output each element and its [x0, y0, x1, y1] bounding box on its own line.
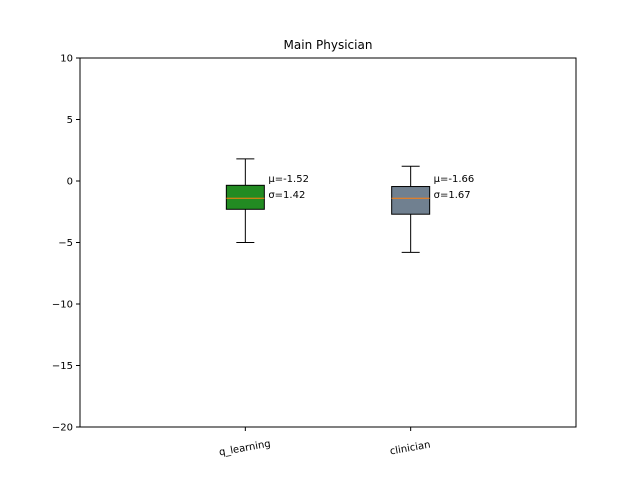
box-series: μ=-1.52 σ=1.42 μ=-1.66 σ=1.67 [225, 158, 475, 253]
x-tick-label: clinician [389, 440, 431, 458]
chart-title: Main Physician [284, 38, 373, 52]
std-annotation: σ=1.42 [268, 190, 305, 201]
box-clinician: μ=-1.66 σ=1.67 [391, 165, 475, 253]
y-axis: 10 5 0 −5 −10 −15 −20 [52, 54, 80, 434]
box-body [391, 186, 431, 215]
x-tick-label: q_learning [218, 439, 271, 459]
y-tick-label: −15 [52, 361, 73, 372]
y-tick-label: 10 [60, 54, 73, 65]
y-tick-label: −10 [52, 300, 73, 311]
plot-frame [79, 57, 577, 428]
x-axis: q_learning clinician [218, 427, 431, 458]
mean-annotation: μ=-1.52 [268, 174, 309, 185]
y-tick-label: 0 [67, 177, 73, 188]
y-tick-label: −5 [58, 238, 73, 249]
box-body [225, 184, 265, 210]
box-q_learning: μ=-1.52 σ=1.42 [225, 158, 309, 243]
y-tick-label: 5 [67, 115, 73, 126]
mean-annotation: μ=-1.66 [434, 174, 475, 185]
y-tick-label: −20 [52, 423, 73, 434]
std-annotation: σ=1.67 [434, 190, 471, 201]
